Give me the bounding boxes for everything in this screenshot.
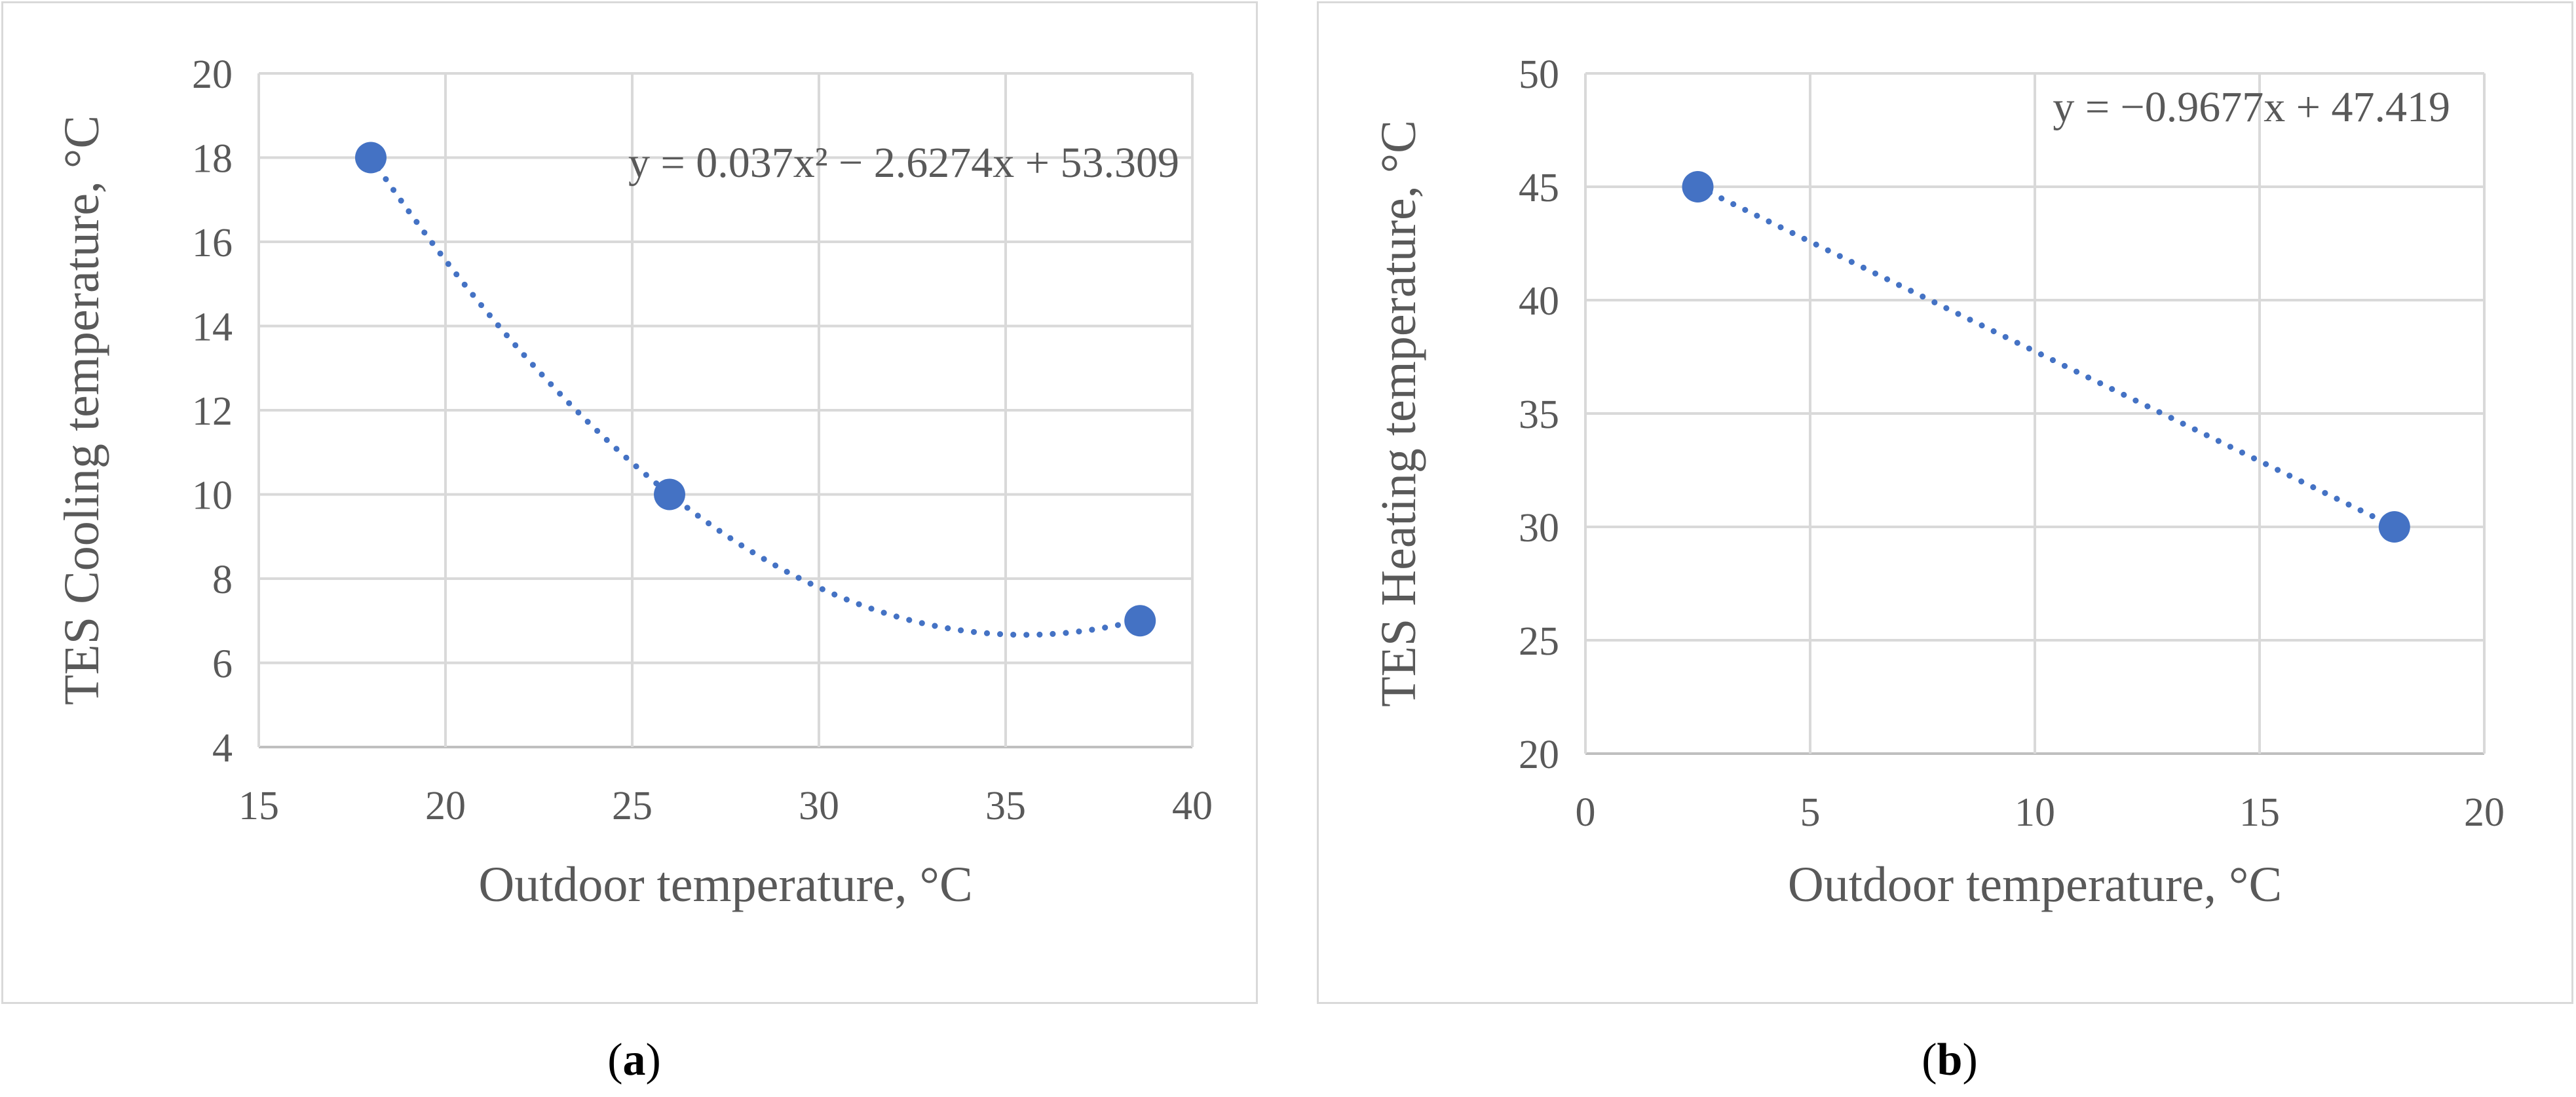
y-tick-label-a: 20: [192, 52, 233, 97]
x-tick-label-a: 40: [1172, 784, 1213, 828]
y-tick-label-b: 50: [1519, 52, 1559, 97]
y-tick-label-b: 35: [1519, 393, 1559, 437]
data-point-b: [2378, 511, 2410, 543]
caption-b: (b): [1922, 1035, 1978, 1085]
data-point-a: [654, 478, 685, 510]
y-tick-label-a: 6: [212, 642, 233, 687]
x-tick-label-a: 35: [985, 784, 1026, 828]
x-tick-label-a: 15: [238, 784, 279, 828]
y-tick-label-b: 25: [1519, 619, 1559, 664]
x-tick-label-a: 30: [799, 784, 839, 828]
trendline-equation-a: y = 0.037x² − 2.6274x + 53.309: [628, 139, 1179, 187]
y-axis-label-a: TES Cooling temperature, °C: [54, 115, 109, 705]
y-tick-label-b: 20: [1519, 733, 1559, 777]
chart-panel-a: [1, 1, 1258, 1004]
x-tick-label-b: 20: [2464, 790, 2505, 835]
caption-b-label: b: [1937, 1035, 1963, 1085]
data-point-a: [355, 142, 387, 174]
y-tick-label-a: 14: [192, 305, 233, 350]
x-tick-label-b: 10: [2015, 790, 2055, 835]
y-tick-label-b: 30: [1519, 506, 1559, 550]
y-tick-label-a: 8: [212, 558, 233, 602]
caption-a-label: a: [622, 1035, 646, 1085]
x-tick-label-b: 5: [1800, 790, 1821, 835]
y-tick-label-b: 45: [1519, 166, 1559, 210]
y-tick-label-b: 40: [1519, 279, 1559, 324]
trendline-a: [368, 154, 1143, 638]
y-tick-label-a: 4: [212, 726, 233, 771]
x-axis-label-a: Outdoor temperature, °C: [478, 857, 972, 912]
x-tick-label-b: 15: [2239, 790, 2280, 835]
y-tick-label-a: 12: [192, 389, 233, 434]
x-tick-label-a: 25: [612, 784, 653, 828]
caption-a: (a): [607, 1035, 661, 1085]
data-point-b: [1682, 171, 1714, 202]
y-tick-label-a: 18: [192, 137, 233, 182]
y-axis-label-b: TES Heating temperature, °C: [1371, 120, 1426, 707]
trendline-equation-b: y = −0.9677x + 47.419: [2053, 83, 2450, 131]
y-tick-label-a: 16: [192, 221, 233, 265]
data-point-a: [1124, 605, 1156, 637]
trendline-b: [1695, 183, 2398, 530]
chart-panel-b: [1317, 1, 2573, 1004]
x-tick-label-b: 0: [1576, 790, 1596, 835]
x-axis-label-b: Outdoor temperature, °C: [1788, 857, 2282, 912]
y-tick-label-a: 10: [192, 474, 233, 518]
x-tick-label-a: 20: [425, 784, 466, 828]
